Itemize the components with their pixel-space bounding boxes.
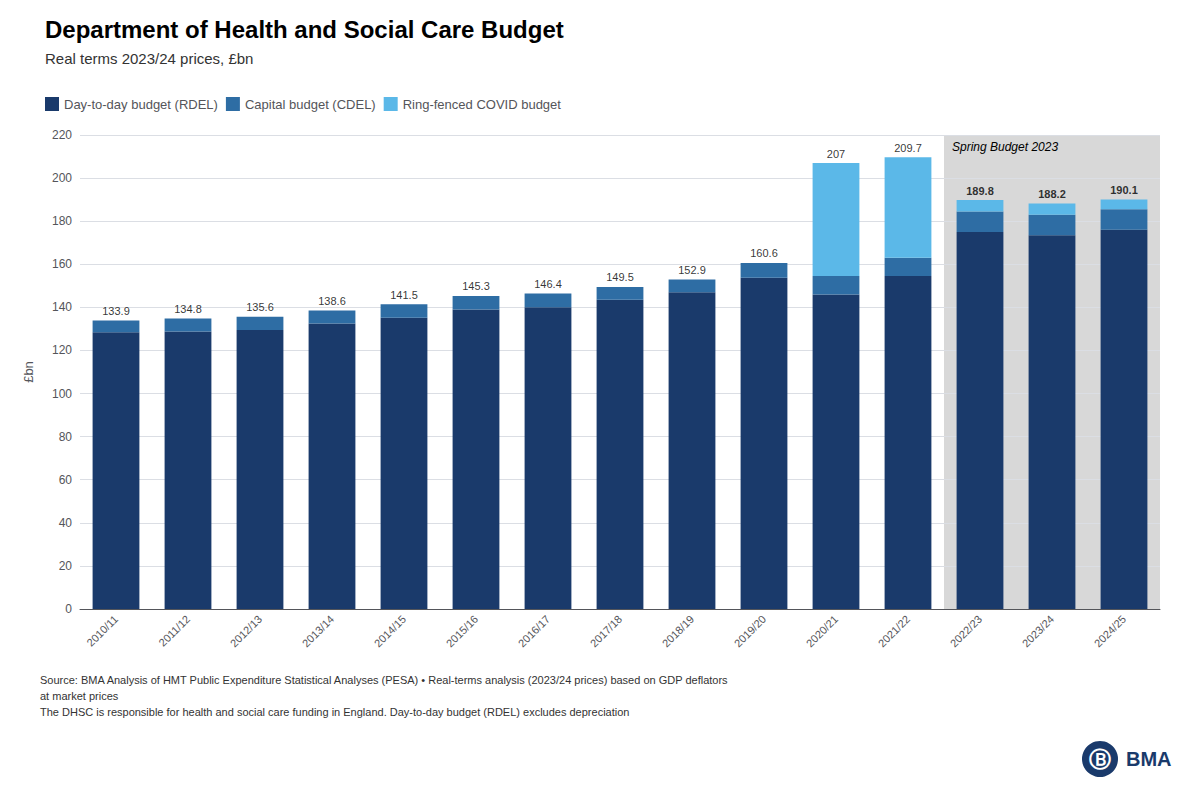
svg-text:Real terms 2023/24 prices, £bn: Real terms 2023/24 prices, £bn [45, 50, 253, 67]
svg-text:200: 200 [52, 171, 72, 185]
svg-text:138.6: 138.6 [318, 295, 346, 307]
svg-text:209.7: 209.7 [894, 142, 922, 154]
svg-text:220: 220 [52, 128, 72, 142]
svg-text:207: 207 [827, 148, 845, 160]
svg-text:140: 140 [52, 300, 72, 314]
svg-text:145.3: 145.3 [462, 280, 490, 292]
svg-text:190.1: 190.1 [1110, 184, 1138, 196]
svg-text:Department of Health and Socia: Department of Health and Social Care Bud… [45, 16, 564, 43]
svg-text:2020/21: 2020/21 [804, 613, 841, 650]
svg-text:Ring-fenced COVID budget: Ring-fenced COVID budget [403, 97, 562, 112]
svg-text:2017/18: 2017/18 [588, 613, 625, 650]
svg-text:2011/12: 2011/12 [156, 613, 192, 649]
svg-text:180: 180 [52, 214, 72, 228]
svg-text:2024/25: 2024/25 [1092, 613, 1129, 650]
svg-text:135.6: 135.6 [246, 301, 274, 313]
svg-text:80: 80 [59, 430, 73, 444]
svg-text:152.9: 152.9 [678, 264, 706, 276]
svg-text:0: 0 [65, 602, 72, 616]
svg-text:189.8: 189.8 [966, 185, 994, 197]
svg-text:Capital budget (CDEL): Capital budget (CDEL) [245, 97, 376, 112]
svg-text:2018/19: 2018/19 [660, 613, 697, 650]
svg-text:134.8: 134.8 [174, 303, 202, 315]
svg-text:2014/15: 2014/15 [372, 613, 409, 650]
svg-text:188.2: 188.2 [1038, 188, 1066, 200]
svg-text:100: 100 [52, 387, 72, 401]
svg-text:Ⓑ: Ⓑ [1089, 747, 1111, 772]
svg-text:at market prices: at market prices [40, 690, 119, 702]
svg-text:2022/23: 2022/23 [948, 613, 985, 650]
svg-text:40: 40 [59, 516, 73, 530]
svg-text:60: 60 [59, 473, 73, 487]
svg-text:149.5: 149.5 [606, 271, 634, 283]
svg-text:20: 20 [59, 559, 73, 573]
svg-text:2015/16: 2015/16 [444, 613, 481, 650]
svg-text:146.4: 146.4 [534, 278, 562, 290]
svg-text:2012/13: 2012/13 [228, 613, 265, 650]
svg-text:133.9: 133.9 [102, 305, 130, 317]
svg-text:2021/22: 2021/22 [876, 613, 913, 650]
svg-text:£bn: £bn [21, 361, 36, 383]
svg-text:120: 120 [52, 343, 72, 357]
svg-text:BMA: BMA [1126, 748, 1172, 770]
svg-text:2016/17: 2016/17 [516, 613, 553, 650]
svg-text:Day-to-day budget (RDEL): Day-to-day budget (RDEL) [64, 97, 218, 112]
svg-text:2013/14: 2013/14 [300, 613, 337, 650]
svg-text:160.6: 160.6 [750, 247, 778, 259]
svg-text:2019/20: 2019/20 [732, 613, 769, 650]
svg-text:2010/11: 2010/11 [84, 613, 120, 649]
svg-text:160: 160 [52, 257, 72, 271]
svg-text:Spring Budget 2023: Spring Budget 2023 [952, 140, 1058, 154]
svg-text:Source: BMA Analysis of HMT Pu: Source: BMA Analysis of HMT Public Expen… [40, 674, 728, 686]
svg-text:141.5: 141.5 [390, 289, 418, 301]
svg-text:2023/24: 2023/24 [1020, 613, 1057, 650]
svg-text:The DHSC is responsible for he: The DHSC is responsible for health and s… [40, 706, 629, 718]
